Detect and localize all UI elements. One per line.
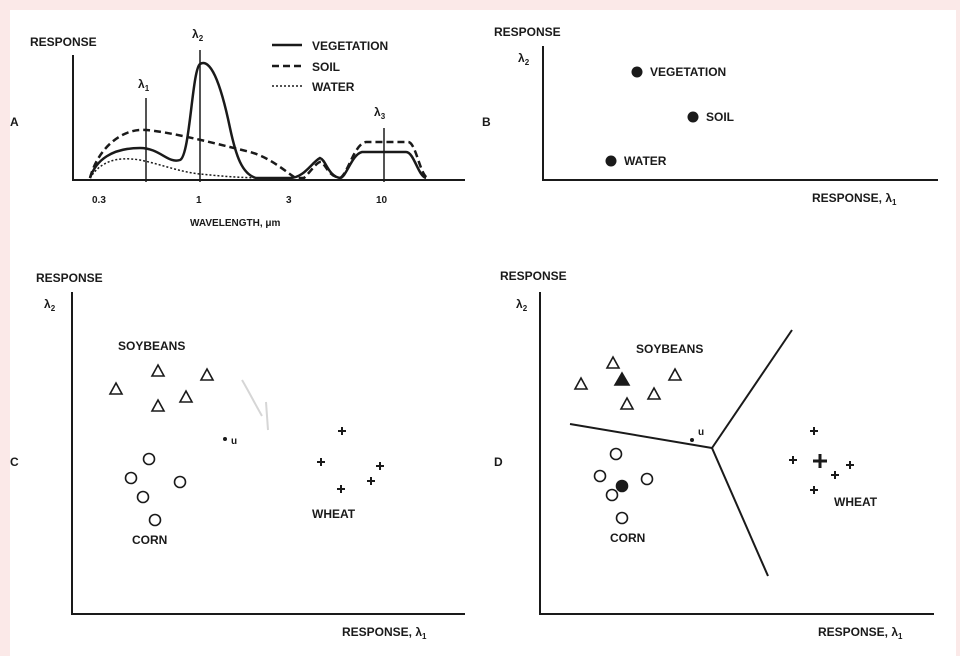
corn-mean [615, 479, 629, 493]
scan-smudge [241, 379, 269, 431]
corn-sample [136, 490, 150, 504]
figure-sheet: A RESPONSE 0.3 1 3 10 WAVELENGTH, μm λ1 … [10, 10, 956, 656]
panel-b-letter: B [482, 115, 491, 129]
soybean-sample [108, 381, 124, 395]
corn-sample [142, 452, 156, 466]
panel-a-xlabel: WAVELENGTH, μm [190, 218, 280, 229]
wheat-sample [810, 486, 818, 494]
soybean-sample [619, 396, 635, 410]
panel-c-xlabel: RESPONSE, λ1 [342, 625, 427, 641]
vegetation-point-label: VEGETATION [650, 65, 726, 79]
wheat-sample [376, 462, 384, 470]
lambda2-label: λ2 [192, 27, 204, 43]
soybean-sample [199, 367, 215, 381]
panel-b: B RESPONSE λ2 RESPONSE, λ1 VEGETATION SO… [482, 25, 938, 207]
panel-b-ylabel-lambda: λ2 [518, 51, 530, 67]
decision-boundaries [569, 329, 793, 577]
unknown-sample-label: u [231, 436, 237, 447]
lambda3-label: λ3 [374, 105, 386, 121]
soil-curve [88, 128, 429, 180]
wheat-sample [338, 427, 346, 435]
corn-sample [124, 471, 138, 485]
soybean-sample [150, 363, 166, 377]
wheat-cluster [789, 427, 854, 494]
corn-label: CORN [610, 531, 645, 545]
panel-d-xlabel: RESPONSE, λ1 [818, 625, 903, 641]
panel-a-tick: 10 [376, 195, 388, 206]
wheat-sample [810, 427, 818, 435]
wheat-label: WHEAT [834, 495, 878, 509]
soybeans-label: SOYBEANS [636, 342, 703, 356]
corn-sample [173, 475, 187, 489]
wheat-sample [831, 471, 839, 479]
vegetation-point [631, 66, 643, 78]
panel-b-ylabel: RESPONSE [494, 25, 561, 39]
panel-a-tick: 1 [196, 195, 202, 206]
water-point-label: WATER [624, 154, 667, 168]
soil-point-label: SOIL [706, 110, 734, 124]
figure-canvas: A RESPONSE 0.3 1 3 10 WAVELENGTH, μm λ1 … [10, 25, 938, 641]
legend-water-label: WATER [312, 80, 355, 94]
lambda1-label: λ1 [138, 77, 150, 93]
corn-sample [593, 469, 607, 483]
corn-sample [609, 447, 623, 461]
soil-point [687, 111, 699, 123]
corn-sample [615, 511, 629, 525]
soybean-sample [573, 376, 589, 390]
soybeans-label: SOYBEANS [118, 339, 185, 353]
panel-b-xlabel: RESPONSE, λ1 [812, 191, 897, 207]
panel-c: C RESPONSE λ2 RESPONSE, λ1 SOYBEANS CORN… [10, 271, 465, 641]
panel-c-ylabel: RESPONSE [36, 271, 103, 285]
panel-d-ylabel-lambda: λ2 [516, 297, 528, 313]
panel-a-ylabel: RESPONSE [30, 35, 97, 49]
corn-cluster [593, 447, 654, 525]
panel-a-axes [72, 55, 465, 181]
boundary-soybean-wheat [711, 329, 793, 449]
wheat-sample [337, 485, 345, 493]
unknown-sample [223, 437, 227, 441]
soybean-sample [667, 367, 683, 381]
unknown-sample [690, 438, 694, 442]
panel-b-axes [542, 46, 938, 181]
panel-c-axes [71, 292, 465, 615]
panel-a-tick: 3 [286, 195, 292, 206]
unknown-sample-label: u [698, 427, 704, 438]
wheat-label: WHEAT [312, 507, 356, 521]
corn-sample [640, 472, 654, 486]
corn-cluster [124, 452, 187, 527]
wheat-mean [813, 454, 827, 468]
corn-sample [148, 513, 162, 527]
panel-d: D RESPONSE λ2 RESPONSE, λ1 SOYBEANS CORN… [494, 269, 934, 641]
corn-label: CORN [132, 533, 167, 547]
panel-c-ylabel-lambda: λ2 [44, 297, 56, 313]
legend-vegetation-label: VEGETATION [312, 39, 388, 53]
panel-d-letter: D [494, 455, 503, 469]
panel-a: A RESPONSE 0.3 1 3 10 WAVELENGTH, μm λ1 … [10, 27, 465, 229]
panel-d-ylabel: RESPONSE [500, 269, 567, 283]
wheat-sample [367, 477, 375, 485]
soybeans-cluster [573, 355, 683, 410]
water-point [605, 155, 617, 167]
panel-d-axes [539, 292, 934, 615]
soybeans-cluster [108, 363, 215, 412]
wheat-sample [317, 458, 325, 466]
soybean-sample [178, 389, 194, 403]
water-curve [89, 158, 271, 179]
panel-c-letter: C [10, 455, 19, 469]
soybean-sample [150, 398, 166, 412]
legend-soil-label: SOIL [312, 60, 340, 74]
boundary-soybean-corn [569, 423, 713, 449]
panel-a-letter: A [10, 115, 19, 129]
soybean-sample [646, 386, 662, 400]
wheat-cluster [317, 427, 384, 493]
corn-sample [605, 488, 619, 502]
boundary-corn-wheat [711, 447, 769, 577]
wheat-sample [789, 456, 797, 464]
wheat-sample [846, 461, 854, 469]
soybean-mean [613, 371, 631, 386]
soybean-sample [605, 355, 621, 369]
panel-a-tick: 0.3 [92, 195, 106, 206]
